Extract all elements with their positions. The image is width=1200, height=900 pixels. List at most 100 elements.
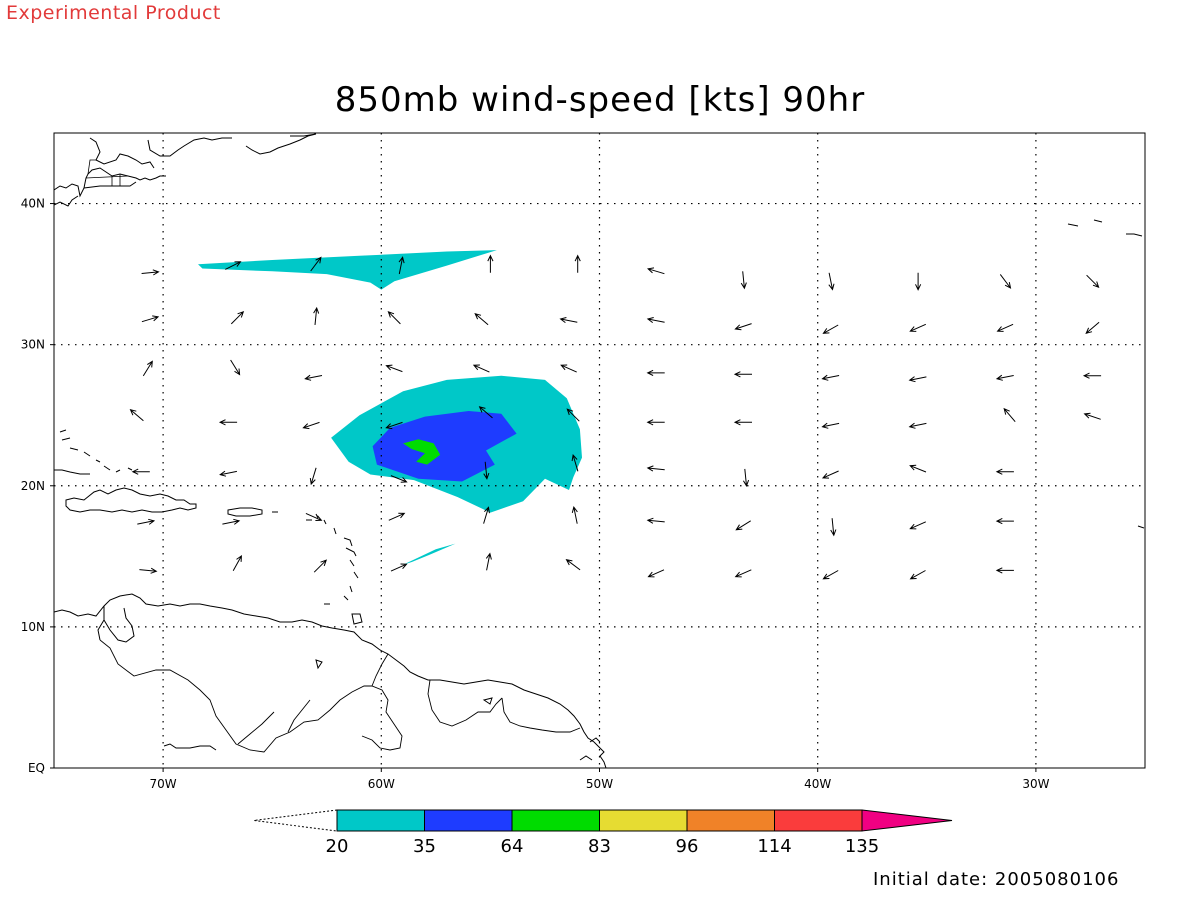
wind-vector-arrow [304, 374, 323, 381]
wind-vector-arrow [302, 421, 320, 430]
wind-vector-arrow [310, 256, 322, 272]
x-tick-label: 30W [1022, 777, 1049, 791]
wind-vectors [129, 254, 1102, 580]
wind-vector-arrow [735, 520, 751, 531]
colorbar-swatch [599, 809, 688, 832]
wind-vector-arrow [559, 317, 578, 323]
wind-vector-arrow [571, 454, 579, 472]
colorbar-swatch [686, 809, 775, 832]
wind-vector-arrow [646, 465, 665, 472]
wind-vector-arrow [137, 518, 156, 525]
wind-vector-arrow [571, 505, 578, 524]
wind-vector-arrow [218, 419, 238, 426]
coastline-amazon [163, 737, 601, 761]
wind-vector-arrow [1003, 407, 1016, 423]
coastline-cuba [54, 469, 90, 475]
wind-vector-arrow [1086, 274, 1100, 289]
wind-vector-arrow [398, 256, 405, 275]
y-tick-label: 10N [21, 620, 45, 634]
colorbar-level-label: 135 [845, 836, 879, 857]
axis-labels: 70W 60W 50W 40W 30W EQ 10N 20N 30N 40N [21, 197, 1050, 791]
wind-vector-arrow [487, 254, 494, 273]
wind-vector-arrow [647, 569, 665, 578]
wind-vector-arrow [647, 267, 665, 275]
wind-vector-arrow [646, 419, 665, 426]
wind-vector-arrow [574, 254, 581, 273]
coastlines [54, 133, 1145, 768]
initial-date-label: Initial date: 2005080106 [873, 869, 1120, 890]
wind-vector-arrow [385, 364, 403, 373]
coastline-maracaibo [97, 606, 135, 643]
wind-vector-arrow [828, 272, 835, 291]
wind-vector-arrow [387, 310, 401, 325]
wind-vector-arrow [225, 261, 242, 270]
wind-vector-arrow [141, 315, 160, 323]
colorbar-swatch [774, 809, 863, 832]
coastline-guyana-lake [315, 659, 493, 705]
wind-vector-arrow [219, 470, 237, 477]
wind-vector-arrow [141, 269, 160, 276]
wind-vector-arrow [734, 569, 752, 578]
x-tick-label: 40W [804, 777, 831, 791]
wind-vector-arrow [822, 570, 839, 580]
wind-vector-arrow [822, 324, 839, 334]
wind-vector-arrow [230, 310, 245, 325]
colorbar-level-label: 20 [326, 836, 349, 857]
wind-vector-arrow [908, 422, 927, 429]
wind-vector-arrow [909, 323, 927, 332]
colorbar-swatch [336, 809, 425, 832]
coastline-cape-verde [1137, 525, 1145, 529]
coastline-lesser-antilles [315, 513, 359, 601]
wind-vector-arrow [232, 555, 242, 572]
wind-vector-arrow [565, 558, 581, 571]
colorbar-level-label: 35 [413, 836, 436, 857]
wind-vector-arrow [1082, 372, 1102, 379]
borders-south-america [99, 639, 581, 753]
colorbar-low-triangle [253, 809, 338, 832]
y-tick-label: 30N [21, 338, 45, 352]
wind-vector-arrow [995, 567, 1014, 574]
wind-speed-contours [198, 250, 582, 565]
wind-vector-arrow [385, 421, 403, 430]
coastline-azores [1067, 219, 1143, 237]
wind-vector-arrow [313, 306, 320, 325]
x-tick-label: 50W [586, 777, 613, 791]
wind-vector-arrow [483, 506, 490, 524]
coastline-canada [89, 133, 317, 169]
wind-vector-arrow [566, 408, 580, 422]
wind-vector-arrow [909, 521, 927, 530]
wind-vector-arrow [560, 364, 577, 373]
wind-vector-arrow [908, 376, 927, 383]
wind-vector-arrow [996, 323, 1014, 332]
wind-vector-arrow [390, 563, 408, 572]
coastline-south-america [54, 593, 607, 768]
wind-vector-arrow [995, 517, 1014, 525]
wind-vector-arrow [909, 570, 926, 580]
wind-vector-arrow [222, 518, 241, 525]
colorbar-level-label: 96 [676, 836, 699, 857]
colorbar-level-label: 114 [757, 836, 791, 857]
wind-vector-arrow [821, 374, 840, 381]
colorbar-swatch [424, 809, 513, 832]
y-tick-label: EQ [28, 761, 45, 775]
wind-vector-arrow [733, 371, 752, 378]
experimental-product-watermark: Experimental Product [6, 2, 221, 24]
wind-vector-arrow [472, 364, 490, 373]
colorbar-level-label: 83 [588, 836, 611, 857]
wind-vector-arrow [733, 419, 752, 426]
wind-vector-arrow [821, 470, 839, 479]
wind-vector-arrow [474, 312, 489, 326]
y-tick-label: 40N [21, 197, 45, 211]
wind-vector-arrow [1083, 412, 1101, 420]
wind-vector-arrow [646, 517, 665, 524]
wind-vector-arrow [909, 464, 927, 473]
wind-vector-arrow [734, 323, 752, 331]
colorbar-level-label: 64 [501, 836, 524, 857]
wind-vector-arrow [646, 317, 665, 323]
contour-64-83-core [403, 439, 441, 465]
wind-vector-arrow [131, 468, 150, 475]
colorbar-high-triangle [861, 809, 953, 832]
colorbar: 20 35 64 83 96 114 135 [253, 809, 953, 857]
wind-vector-arrow [742, 468, 750, 487]
